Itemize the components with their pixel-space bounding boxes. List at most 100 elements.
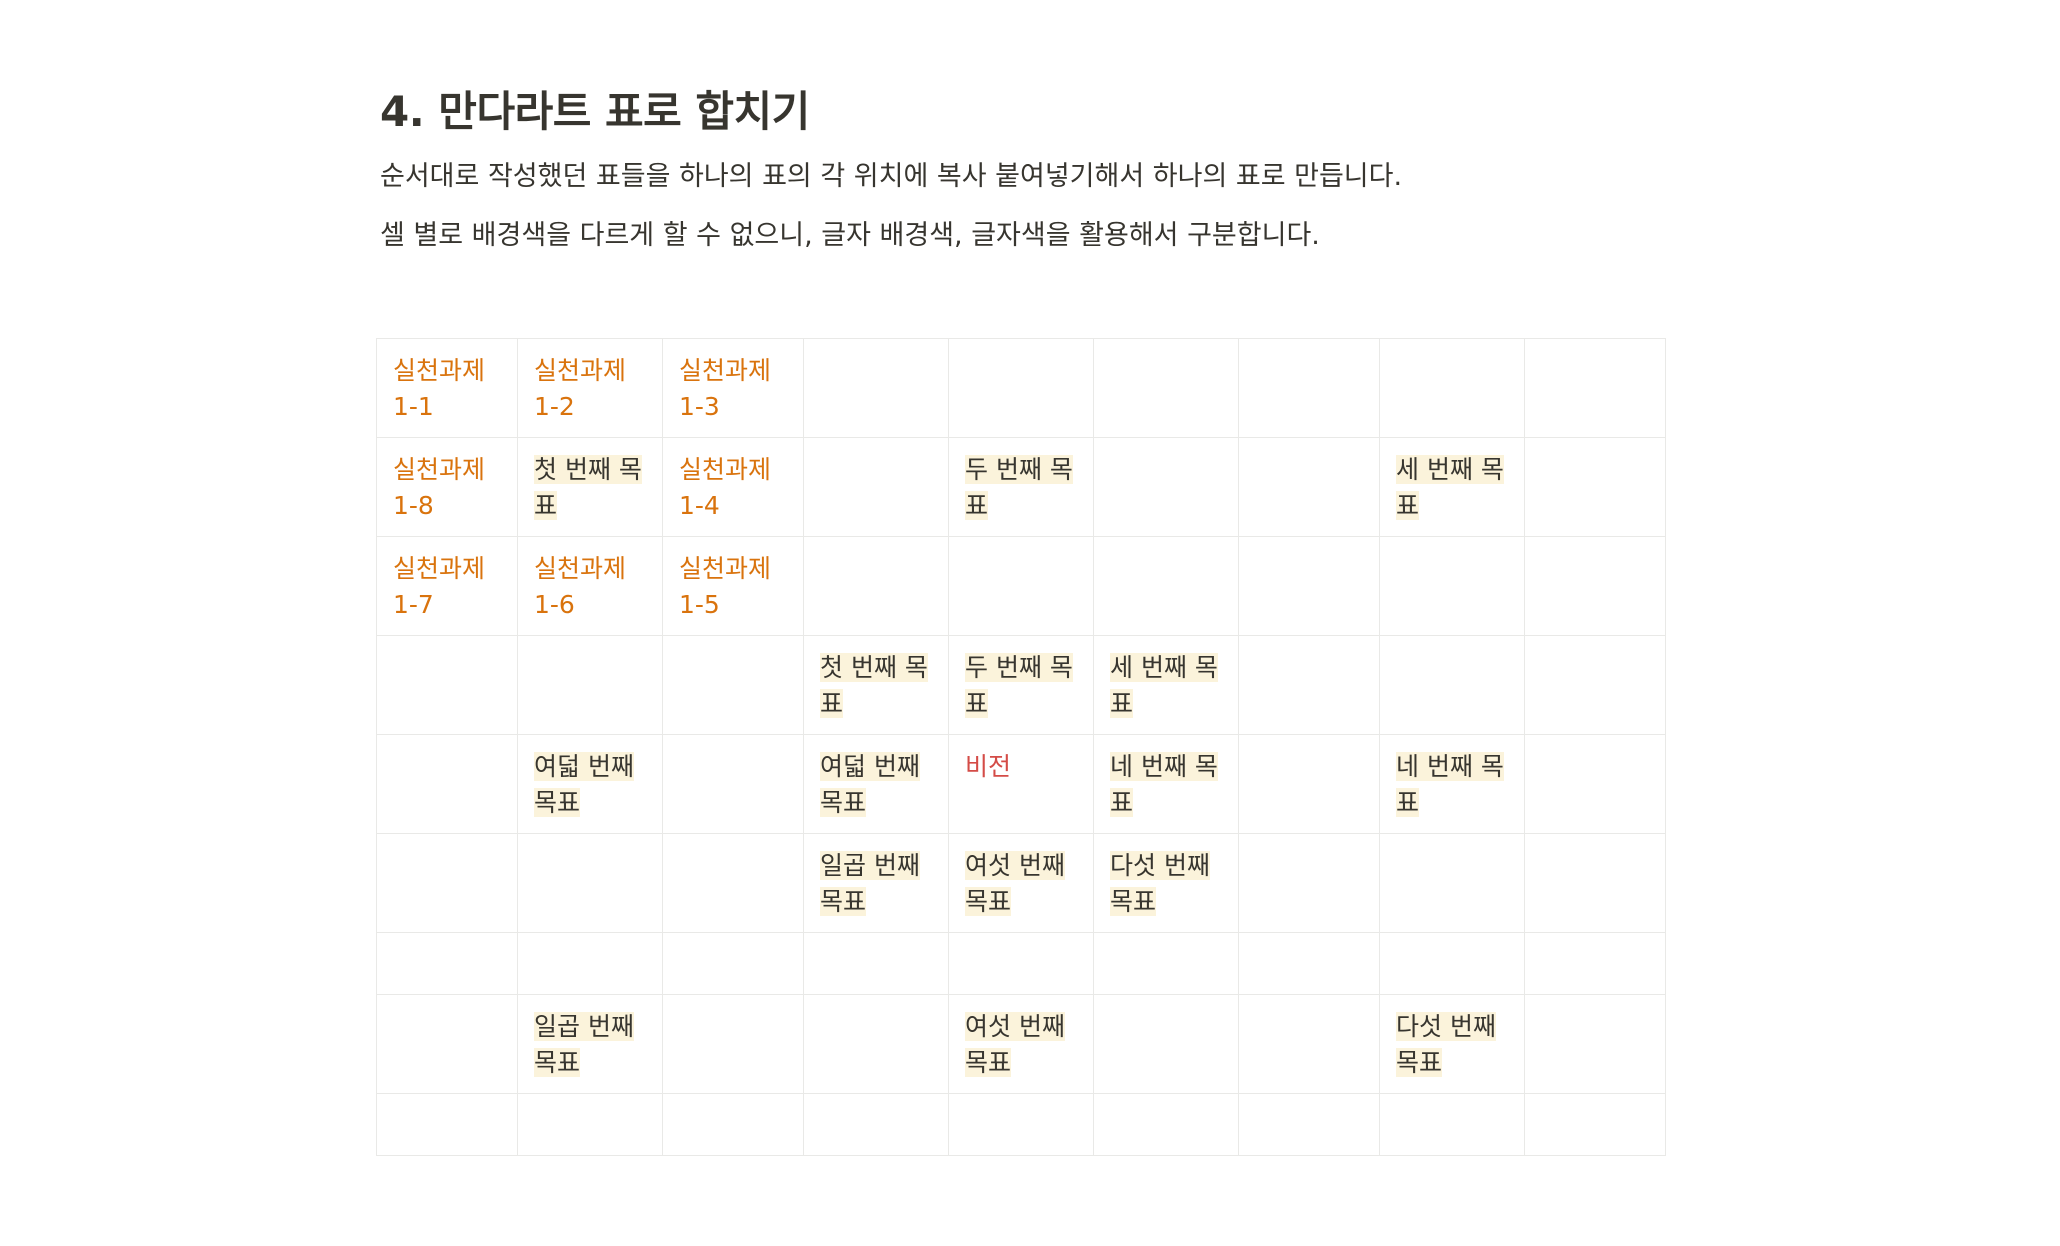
table-cell[interactable] xyxy=(1524,536,1666,636)
mandalart-table: 실천과제 1-1 실천과제 1-2 실천과제 1-3 실천과제 1-8 첫 번째 목표 실… xyxy=(376,338,1666,1156)
table-cell[interactable] xyxy=(1238,338,1380,438)
table-cell[interactable] xyxy=(517,1093,663,1156)
table-cell[interactable] xyxy=(662,833,804,933)
table-cell[interactable]: 실천과제 1-2 xyxy=(517,338,663,438)
table-cell[interactable]: 실천과제 1-7 xyxy=(376,536,518,636)
table-cell[interactable] xyxy=(803,994,949,1094)
table-cell[interactable] xyxy=(376,833,518,933)
table-cell[interactable] xyxy=(803,338,949,438)
table-cell[interactable] xyxy=(803,932,949,995)
table-cell[interactable] xyxy=(1379,536,1525,636)
table-cell[interactable] xyxy=(1379,1093,1525,1156)
goal-text: 여섯 번째 목표 xyxy=(965,851,1065,916)
table-cell[interactable]: 첫 번째 목표 xyxy=(803,635,949,735)
table-cell[interactable] xyxy=(948,536,1094,636)
table-cell[interactable]: 여덟 번째 목표 xyxy=(517,734,663,834)
table-cell[interactable] xyxy=(1524,734,1666,834)
table-cell[interactable] xyxy=(1238,437,1380,537)
table-cell[interactable] xyxy=(1379,635,1525,735)
table-cell[interactable] xyxy=(1238,1093,1380,1156)
table-cell[interactable]: 여섯 번째 목표 xyxy=(948,994,1094,1094)
goal-text: 여덟 번째 목표 xyxy=(534,752,634,817)
table-cell[interactable]: 두 번째 목표 xyxy=(948,437,1094,537)
table-cell[interactable] xyxy=(1379,932,1525,995)
paragraph-intro[interactable]: 순서대로 작성했던 표들을 하나의 표의 각 위치에 복사 붙여넣기해서 하나의… xyxy=(380,161,1403,192)
table-cell[interactable] xyxy=(1238,833,1380,933)
table-cell[interactable] xyxy=(1379,338,1525,438)
table-cell[interactable]: 실천과제 1-5 xyxy=(662,536,804,636)
table-row xyxy=(376,932,1666,995)
table-cell[interactable]: 첫 번째 목표 xyxy=(517,437,663,537)
practice-task-text: 실천과제 1-4 xyxy=(679,455,772,520)
page-heading[interactable]: 4. 만다라트 표로 합치기 xyxy=(380,87,810,136)
table-cell[interactable] xyxy=(948,1093,1094,1156)
table-cell[interactable] xyxy=(1238,734,1380,834)
goal-text: 다섯 번째 목표 xyxy=(1396,1012,1496,1077)
table-cell[interactable] xyxy=(517,932,663,995)
table-cell[interactable]: 다섯 번째 목표 xyxy=(1379,994,1525,1094)
table-cell[interactable] xyxy=(1093,1093,1239,1156)
practice-task-text: 실천과제 1-2 xyxy=(534,356,627,421)
table-cell[interactable] xyxy=(662,1093,804,1156)
table-cell[interactable]: 일곱 번째 목표 xyxy=(803,833,949,933)
table-cell[interactable] xyxy=(803,536,949,636)
goal-text-wrap: 여덟 번째 목표 xyxy=(820,749,932,821)
table-cell[interactable] xyxy=(376,635,518,735)
table-cell[interactable]: 실천과제 1-1 xyxy=(376,338,518,438)
table-cell[interactable] xyxy=(1379,833,1525,933)
table-cell[interactable]: 실천과제 1-8 xyxy=(376,437,518,537)
table-cell[interactable] xyxy=(662,734,804,834)
table-cell[interactable] xyxy=(662,635,804,735)
table-cell[interactable] xyxy=(1238,635,1380,735)
table-cell[interactable] xyxy=(948,338,1094,438)
table-cell[interactable]: 실천과제 1-6 xyxy=(517,536,663,636)
table-cell[interactable] xyxy=(803,437,949,537)
table-cell[interactable] xyxy=(662,932,804,995)
table-cell[interactable] xyxy=(376,932,518,995)
table-cell[interactable]: 네 번째 목표 xyxy=(1093,734,1239,834)
goal-text: 첫 번째 목표 xyxy=(820,653,928,718)
table-cell[interactable]: 다섯 번째 목표 xyxy=(1093,833,1239,933)
table-cell[interactable] xyxy=(517,833,663,933)
table-cell[interactable] xyxy=(517,635,663,735)
goal-text: 여섯 번째 목표 xyxy=(965,1012,1065,1077)
table-cell[interactable] xyxy=(1238,536,1380,636)
table-cell[interactable] xyxy=(803,1093,949,1156)
table-cell[interactable] xyxy=(1524,833,1666,933)
table-cell[interactable] xyxy=(948,932,1094,995)
table-cell[interactable]: 일곱 번째 목표 xyxy=(517,994,663,1094)
table-cell[interactable]: 실천과제 1-4 xyxy=(662,437,804,537)
table-cell[interactable] xyxy=(1524,1093,1666,1156)
table-cell[interactable] xyxy=(376,1093,518,1156)
table-cell[interactable]: 두 번째 목표 xyxy=(948,635,1094,735)
table-cell[interactable]: 여섯 번째 목표 xyxy=(948,833,1094,933)
table-cell[interactable]: 여덟 번째 목표 xyxy=(803,734,949,834)
practice-task-text: 실천과제 1-1 xyxy=(393,356,486,421)
table-cell[interactable] xyxy=(1093,338,1239,438)
table-cell[interactable] xyxy=(1524,932,1666,995)
goal-text-wrap: 세 번째 목표 xyxy=(1110,650,1222,722)
table-cell[interactable] xyxy=(376,994,518,1094)
goal-text: 여덟 번째 목표 xyxy=(820,752,920,817)
table-cell[interactable] xyxy=(1093,536,1239,636)
table-cell[interactable]: 세 번째 목표 xyxy=(1093,635,1239,735)
table-cell[interactable] xyxy=(1524,338,1666,438)
table-cell[interactable] xyxy=(1524,635,1666,735)
table-cell[interactable] xyxy=(1524,994,1666,1094)
table-cell[interactable] xyxy=(1093,437,1239,537)
table-cell[interactable] xyxy=(1238,994,1380,1094)
goal-text-wrap: 첫 번째 목표 xyxy=(820,650,932,722)
paragraph-note[interactable]: 셀 별로 배경색을 다르게 할 수 없으니, 글자 배경색, 글자색을 활용해서… xyxy=(380,220,1320,251)
table-cell[interactable] xyxy=(376,734,518,834)
table-cell[interactable]: 비전 xyxy=(948,734,1094,834)
table-cell[interactable] xyxy=(1093,994,1239,1094)
table-cell[interactable] xyxy=(662,994,804,1094)
table-cell[interactable] xyxy=(1238,932,1380,995)
goal-text-wrap: 두 번째 목표 xyxy=(965,452,1077,524)
table-cell[interactable] xyxy=(1524,437,1666,537)
table-cell[interactable]: 실천과제 1-3 xyxy=(662,338,804,438)
goal-text: 일곱 번째 목표 xyxy=(534,1012,634,1077)
table-cell[interactable]: 네 번째 목표 xyxy=(1379,734,1525,834)
table-cell[interactable]: 세 번째 목표 xyxy=(1379,437,1525,537)
table-cell[interactable] xyxy=(1093,932,1239,995)
